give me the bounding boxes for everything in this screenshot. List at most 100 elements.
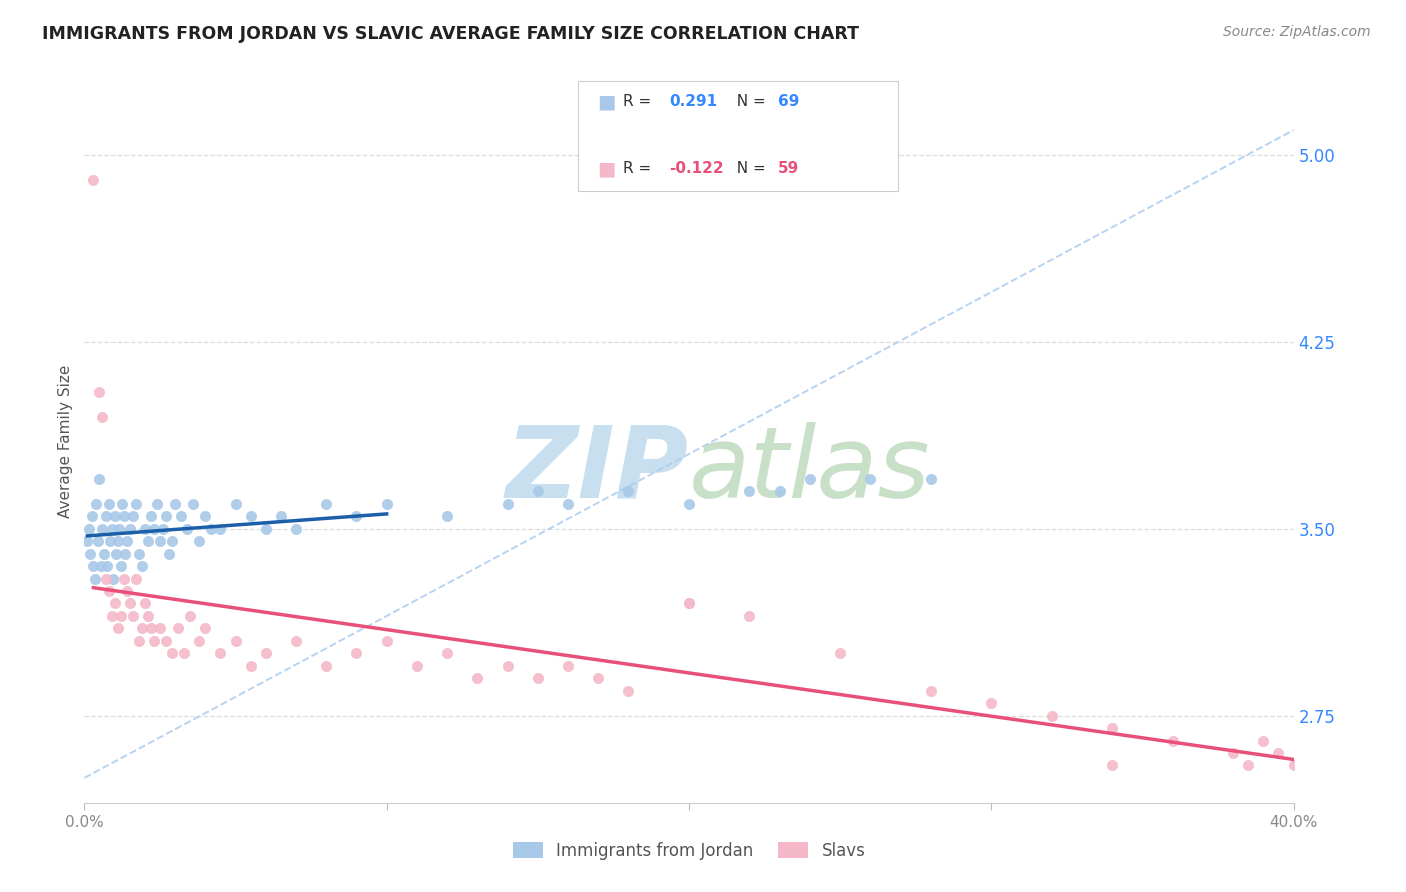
Point [920, 472, 942, 486]
Point [1282, 758, 1305, 772]
Point [225, 633, 247, 648]
Point [160, 646, 183, 660]
Point [980, 696, 1002, 710]
Text: R =: R = [623, 161, 657, 176]
Point [799, 472, 821, 486]
Point [104, 597, 127, 611]
Text: Source: ZipAtlas.com: Source: ZipAtlas.com [1223, 25, 1371, 39]
Text: -0.122: -0.122 [669, 161, 724, 176]
Point [105, 547, 128, 561]
Point [375, 633, 398, 648]
Point [527, 484, 550, 499]
Point [104, 509, 127, 524]
Point [617, 484, 640, 499]
Point [285, 633, 308, 648]
Point [76, 534, 98, 549]
Point [118, 522, 141, 536]
Point [110, 559, 132, 574]
Point [142, 633, 165, 648]
Point [617, 683, 640, 698]
Point [91, 522, 114, 536]
Point [1222, 746, 1244, 760]
Point [285, 522, 308, 536]
Point [346, 509, 368, 524]
Point [170, 509, 193, 524]
Point [149, 621, 172, 635]
Point [406, 658, 429, 673]
Point [96, 559, 118, 574]
Point [80, 509, 103, 524]
Point [115, 534, 138, 549]
Text: ZIP: ZIP [506, 422, 689, 519]
Point [86, 497, 108, 511]
Point [179, 609, 201, 624]
Text: R =: R = [623, 95, 657, 109]
Point [94, 509, 117, 524]
Text: 59: 59 [778, 161, 799, 176]
Point [200, 522, 222, 536]
Text: ■: ■ [598, 159, 616, 178]
Point [128, 633, 150, 648]
Point [738, 609, 761, 624]
Point [239, 509, 262, 524]
Point [136, 609, 159, 624]
Point [131, 559, 153, 574]
Point [146, 497, 169, 511]
Point [108, 522, 131, 536]
Text: IMMIGRANTS FROM JORDAN VS SLAVIC AVERAGE FAMILY SIZE CORRELATION CHART: IMMIGRANTS FROM JORDAN VS SLAVIC AVERAGE… [42, 25, 859, 43]
Point [315, 497, 337, 511]
Point [155, 509, 177, 524]
Point [94, 572, 117, 586]
Point [315, 658, 337, 673]
Point [115, 584, 138, 599]
Point [112, 572, 135, 586]
Point [90, 559, 112, 574]
Point [121, 609, 143, 624]
Point [830, 646, 852, 660]
Point [149, 534, 172, 549]
Text: 69: 69 [778, 95, 799, 109]
Point [97, 584, 120, 599]
Point [1267, 746, 1289, 760]
Point [188, 633, 211, 648]
Point [121, 509, 143, 524]
Point [859, 472, 882, 486]
Point [588, 671, 610, 685]
Point [254, 522, 277, 536]
Point [112, 509, 135, 524]
Point [738, 484, 761, 499]
Point [125, 497, 148, 511]
Point [194, 509, 217, 524]
Point [188, 534, 211, 549]
Point [91, 409, 114, 424]
Point [157, 547, 180, 561]
Point [155, 633, 177, 648]
Point [110, 609, 132, 624]
Point [769, 484, 792, 499]
Point [181, 497, 204, 511]
Point [209, 522, 232, 536]
Point [1101, 758, 1123, 772]
Point [134, 522, 156, 536]
Point [77, 522, 100, 536]
Point [346, 646, 368, 660]
Point [84, 572, 107, 586]
Text: ■: ■ [598, 92, 616, 112]
Point [678, 597, 700, 611]
Point [152, 522, 174, 536]
Point [209, 646, 232, 660]
Point [167, 621, 190, 635]
Point [134, 597, 156, 611]
Point [160, 534, 183, 549]
Point [436, 509, 458, 524]
Point [467, 671, 489, 685]
Point [1253, 733, 1275, 747]
Point [375, 497, 398, 511]
Text: atlas: atlas [689, 422, 931, 519]
Point [89, 472, 111, 486]
Point [93, 547, 115, 561]
Point [100, 522, 122, 536]
Point [527, 671, 550, 685]
Point [678, 497, 700, 511]
Point [225, 497, 247, 511]
